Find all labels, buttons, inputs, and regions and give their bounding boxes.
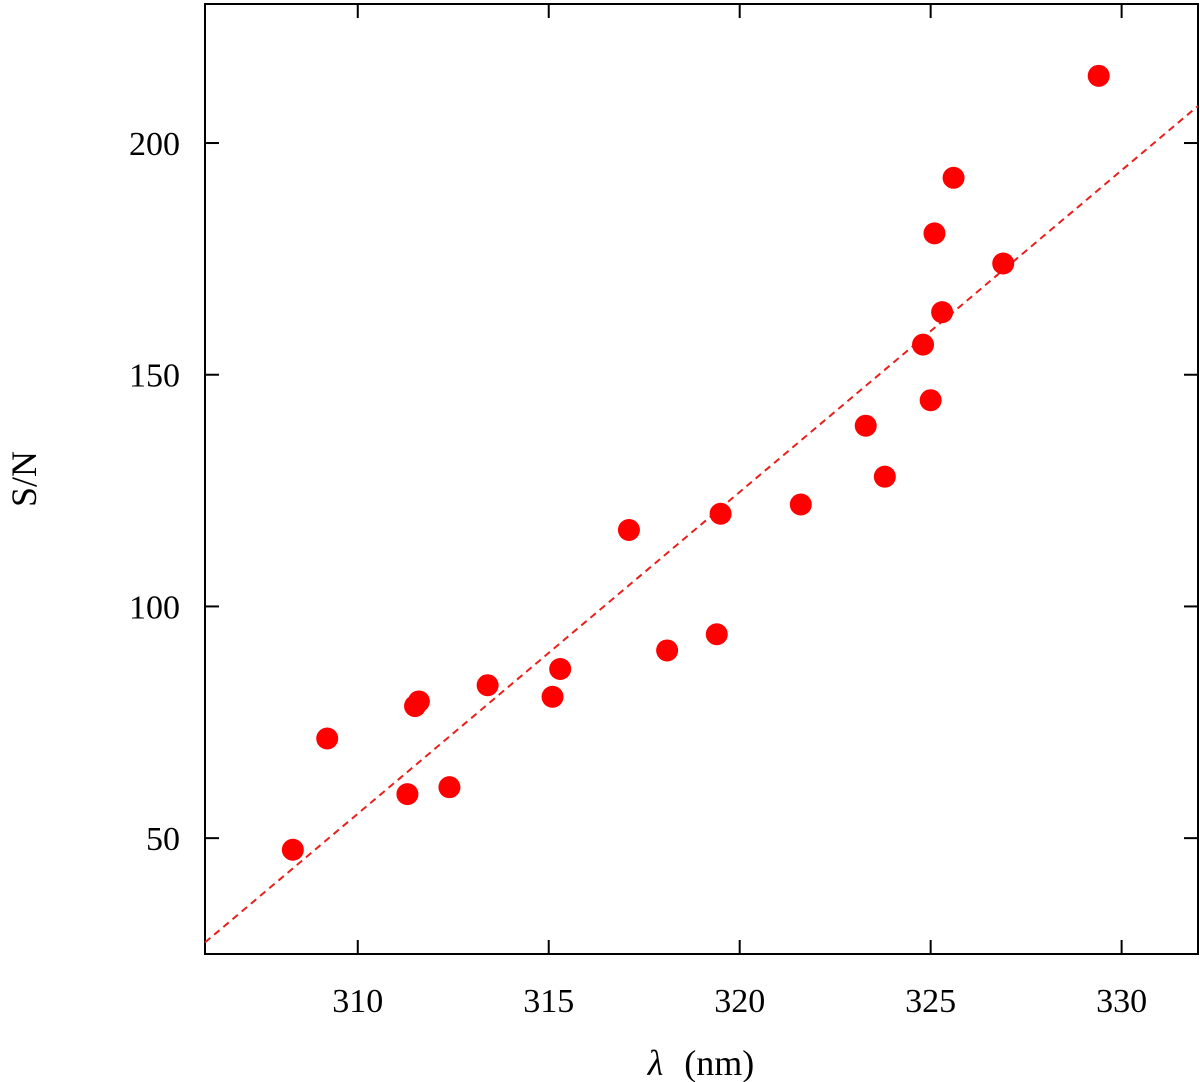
data-point — [912, 333, 935, 356]
data-point — [396, 783, 419, 806]
y-tick-label: 150 — [129, 358, 180, 395]
data-point — [873, 465, 896, 488]
data-points — [281, 64, 1110, 861]
data-point — [541, 685, 564, 708]
x-axis-symbol: λ — [647, 1043, 664, 1082]
fit-line-group — [204, 105, 1199, 944]
data-point — [617, 518, 640, 541]
x-tick-label: 330 — [1096, 983, 1147, 1020]
data-point — [854, 414, 877, 437]
x-tick-label: 325 — [905, 983, 956, 1020]
ticks: 310 315 320 325 330 50 100 150 200 — [129, 4, 1198, 1020]
y-axis-label: S/N — [4, 451, 44, 507]
x-axis-label: λ (nm) — [647, 1043, 755, 1082]
data-point — [316, 727, 339, 750]
x-axis-unit: (nm) — [684, 1043, 754, 1082]
data-point — [656, 639, 679, 662]
data-point — [549, 658, 572, 680]
x-tick-label: 315 — [523, 983, 574, 1020]
data-point — [407, 690, 430, 713]
data-point — [1087, 64, 1110, 87]
data-point — [992, 252, 1015, 275]
data-point — [923, 222, 946, 245]
data-point — [942, 166, 965, 189]
data-point — [709, 502, 732, 525]
data-point — [789, 493, 812, 516]
data-point — [476, 674, 499, 697]
y-tick-label: 100 — [129, 589, 180, 626]
plot-frame — [204, 3, 1199, 955]
data-point — [919, 389, 942, 412]
x-tick-label: 310 — [332, 983, 383, 1020]
fit-line — [204, 105, 1199, 944]
data-point — [705, 623, 728, 646]
y-tick-label: 50 — [146, 821, 180, 858]
y-tick-label: 200 — [129, 126, 180, 163]
data-point — [281, 838, 304, 861]
x-tick-label: 320 — [714, 983, 765, 1020]
data-point — [931, 301, 954, 324]
data-point — [438, 776, 461, 799]
